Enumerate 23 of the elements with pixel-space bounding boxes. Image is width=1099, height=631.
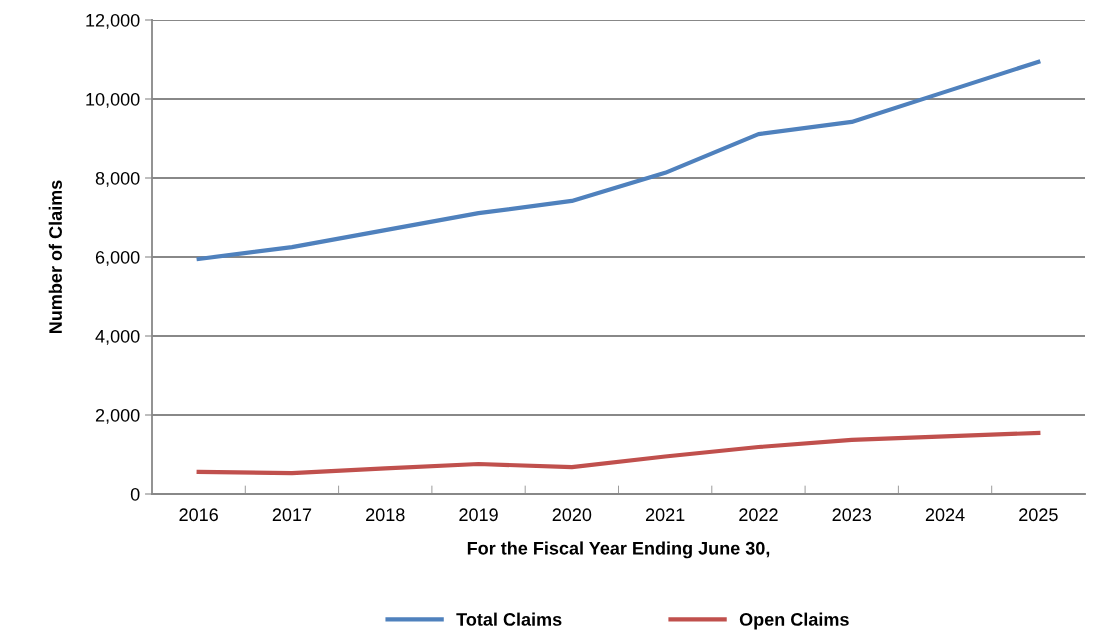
y-tick-label: 6,000 bbox=[95, 250, 140, 266]
x-tick-label: 2016 bbox=[179, 508, 218, 522]
y-tick-label: 4,000 bbox=[95, 329, 140, 345]
y-axis-title: Number of Claims bbox=[48, 180, 62, 334]
x-tick-label: 2022 bbox=[739, 508, 778, 522]
x-tick-label: 2017 bbox=[272, 508, 312, 522]
line-series bbox=[196, 59, 1041, 262]
y-tick-label: 8,000 bbox=[95, 171, 140, 187]
x-tick-label: 2023 bbox=[832, 508, 872, 522]
legend-label: Total Claims bbox=[456, 612, 562, 626]
y-tick-label: 10,000 bbox=[86, 92, 140, 108]
y-tick-label: 12,000 bbox=[86, 13, 140, 29]
y-tick-label: 0 bbox=[130, 487, 140, 501]
legend-label: Open Claims bbox=[739, 612, 849, 630]
x-tick-label: 2018 bbox=[366, 508, 405, 522]
x-tick-label: 2024 bbox=[925, 508, 965, 522]
y-tick-label: 2,000 bbox=[95, 408, 140, 424]
x-axis-title: For the Fiscal Year Ending June 30, bbox=[467, 541, 770, 559]
line-series bbox=[196, 430, 1041, 476]
x-tick-label: 2025 bbox=[1019, 508, 1058, 522]
x-tick-label: 2019 bbox=[459, 508, 498, 522]
x-tick-label: 2020 bbox=[552, 508, 592, 522]
x-tick-label: 2021 bbox=[645, 508, 685, 522]
